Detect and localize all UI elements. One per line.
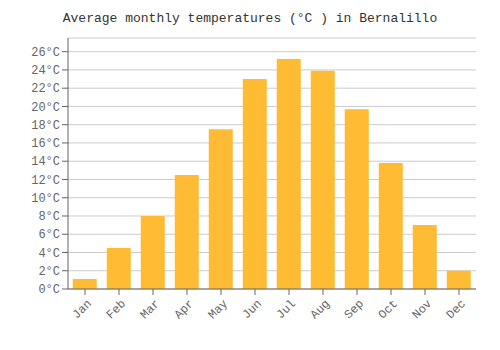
svg-text:24°C: 24°C xyxy=(31,64,60,78)
svg-text:2°C: 2°C xyxy=(38,265,60,279)
svg-text:8°C: 8°C xyxy=(38,210,60,224)
svg-text:Jan: Jan xyxy=(70,297,95,322)
svg-text:Nov: Nov xyxy=(410,297,435,322)
svg-text:Sep: Sep xyxy=(342,297,367,322)
svg-text:26°C: 26°C xyxy=(31,46,60,60)
svg-text:20°C: 20°C xyxy=(31,101,60,115)
svg-text:Jul: Jul xyxy=(274,297,299,322)
svg-text:18°C: 18°C xyxy=(31,119,60,133)
svg-text:6°C: 6°C xyxy=(38,228,60,242)
svg-text:0°C: 0°C xyxy=(38,283,60,297)
svg-text:Dec: Dec xyxy=(444,297,469,322)
svg-text:22°C: 22°C xyxy=(31,82,60,96)
svg-text:14°C: 14°C xyxy=(31,155,60,169)
svg-text:Mar: Mar xyxy=(138,297,163,322)
svg-text:4°C: 4°C xyxy=(38,247,60,261)
svg-text:Jun: Jun xyxy=(240,297,265,322)
svg-text:Oct: Oct xyxy=(376,297,401,322)
html-text:Average monthly temperatures (: Average monthly temperatures (°C ) in Be… xyxy=(62,11,438,26)
svg-text:Feb: Feb xyxy=(104,297,129,322)
svg-text:10°C: 10°C xyxy=(31,192,60,206)
svg-text:16°C: 16°C xyxy=(31,137,60,151)
svg-text:12°C: 12°C xyxy=(31,174,60,188)
svg-text:May: May xyxy=(206,297,231,322)
svg-text:Apr: Apr xyxy=(172,297,197,322)
svg-text:Aug: Aug xyxy=(308,297,333,322)
